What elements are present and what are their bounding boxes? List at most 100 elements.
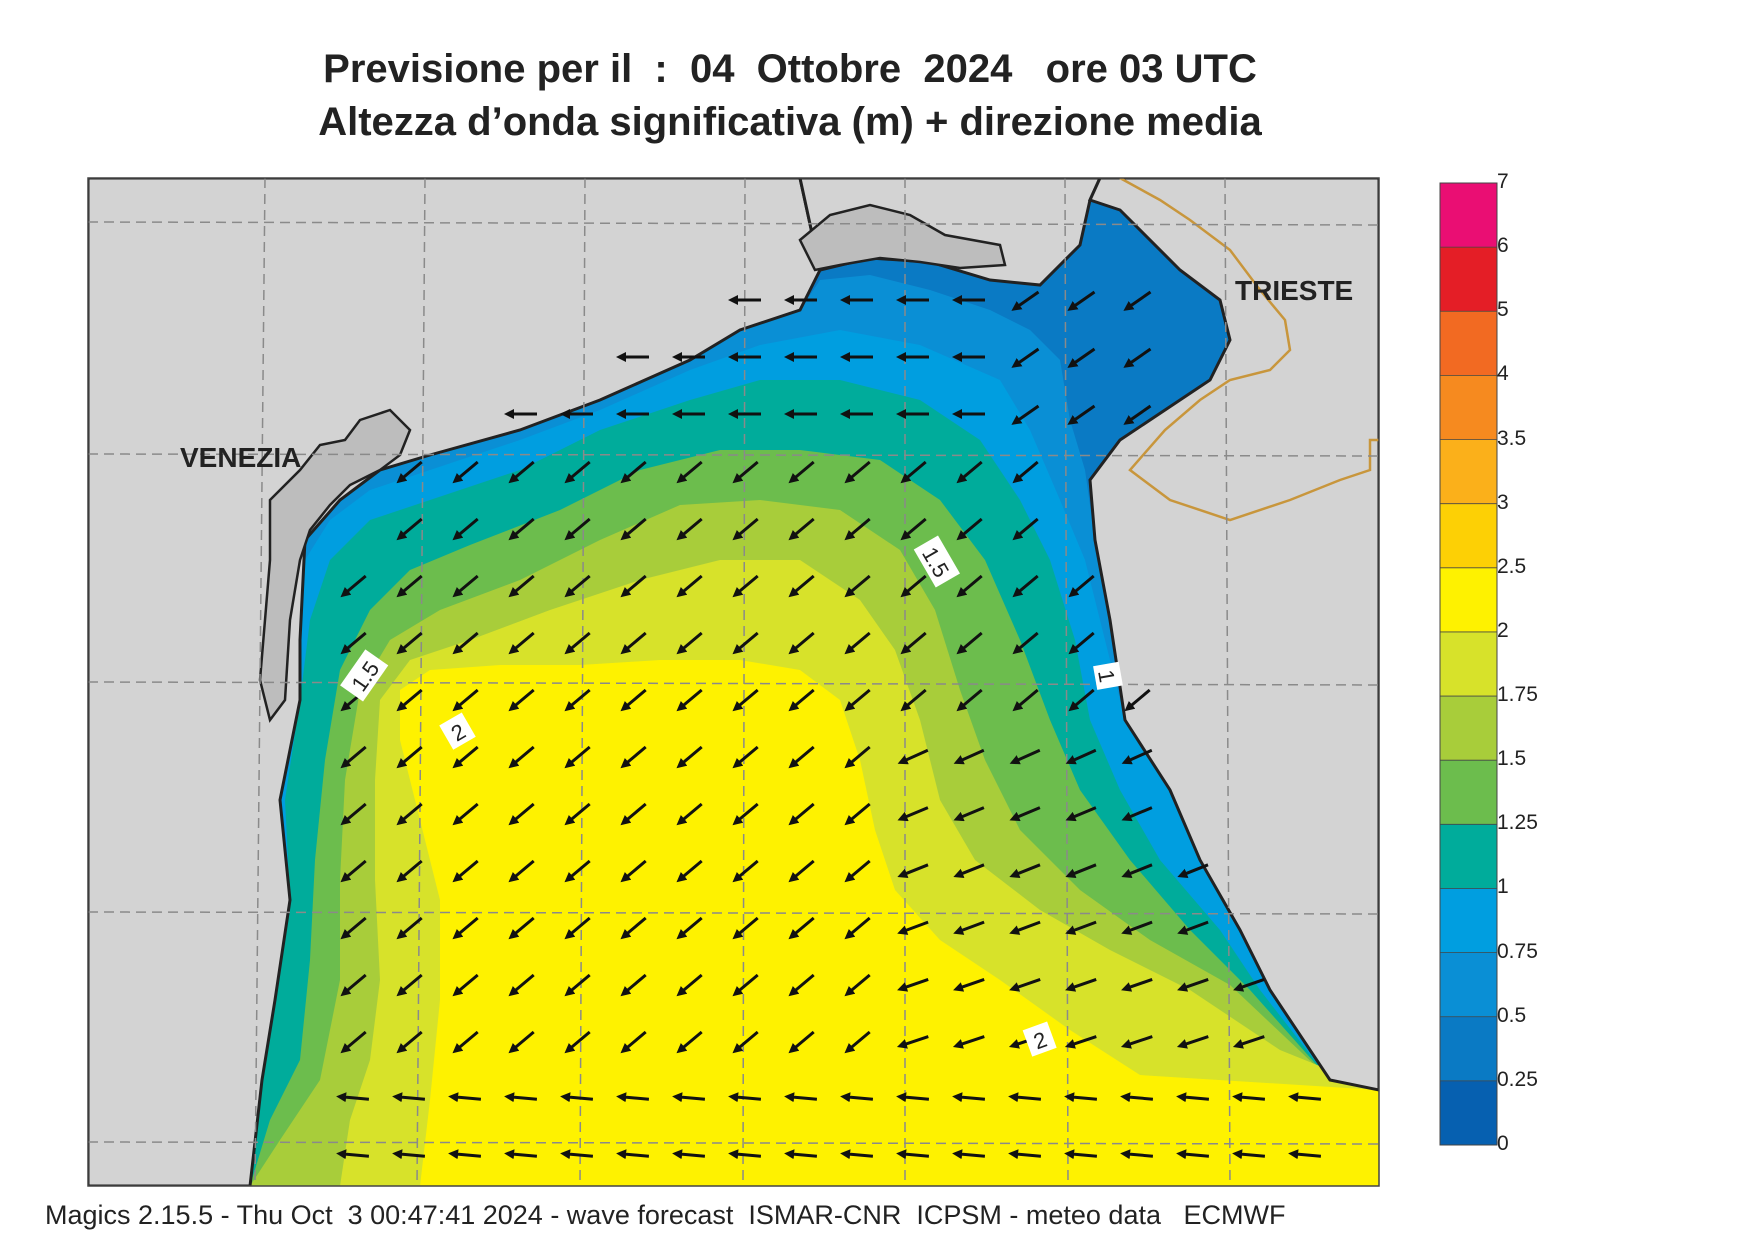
wave-arrow (956, 460, 983, 484)
colorbar-label: 7 (1497, 170, 1509, 193)
wave-arrow (1011, 347, 1040, 368)
wave-arrow (784, 1092, 818, 1103)
wave-arrow (896, 1149, 930, 1160)
wave-arrow (396, 460, 423, 484)
wave-arrow (676, 574, 703, 598)
wave-arrow (1068, 688, 1095, 712)
land-istria (1087, 178, 1379, 1092)
wave-arrow (732, 574, 759, 598)
wave-arrow (1232, 1149, 1266, 1160)
lagoon-grado (798, 203, 1007, 272)
wave-arrow (564, 973, 591, 997)
wave-arrow (1065, 920, 1097, 935)
colorbar-label: 1.5 (1497, 747, 1527, 771)
wave-arrow (564, 1030, 591, 1054)
wave-arrow (508, 802, 535, 826)
wave-arrow (844, 802, 871, 826)
wave-arrow (732, 688, 759, 712)
wave-arrow (620, 688, 647, 712)
wave-arrow (616, 1149, 650, 1160)
wave-arrow (396, 973, 423, 997)
wave-arrow (788, 1030, 815, 1054)
contour-label-4: 2 (1022, 1021, 1057, 1057)
wave-arrow (620, 745, 647, 769)
wave-arrow (508, 859, 535, 883)
wave-arrow (844, 688, 871, 712)
wave-arrow (900, 574, 927, 598)
wave-arrow (897, 977, 929, 992)
wave-arrow (508, 745, 535, 769)
wave-arrow (844, 745, 871, 769)
wave-arrow (952, 1035, 985, 1049)
wave-arrow (620, 1030, 647, 1054)
colorbar-label: 0.25 (1497, 1067, 1538, 1091)
wave-arrow (396, 517, 423, 541)
wave-arrow (732, 460, 759, 484)
wave-arrow (840, 1092, 874, 1103)
wave-arrow (396, 802, 423, 826)
colorbar-segment (1440, 567, 1497, 633)
wave-arrow (897, 806, 929, 822)
wave-arrow (956, 631, 983, 655)
wave-arrow (1233, 977, 1265, 992)
wave-arrow (1065, 977, 1097, 992)
wave-arrow (620, 859, 647, 883)
colorbar-segment (1440, 696, 1497, 761)
colorbar-frame (1439, 182, 1498, 1146)
wave-arrow (953, 748, 985, 765)
colorbar-label: 0.5 (1497, 1003, 1527, 1027)
wave-arrow (340, 574, 367, 598)
wave-arrow (900, 688, 927, 712)
wave-arrow (1176, 1092, 1210, 1103)
colorbar-segment (1440, 952, 1497, 1018)
wave-arrow (396, 745, 423, 769)
wave-arrow (952, 1149, 986, 1160)
wave-arrow (452, 745, 479, 769)
wave-arrow (844, 973, 871, 997)
contour-label-2: 1.5 (913, 535, 960, 588)
wave-arrow (620, 802, 647, 826)
wave-arrow (896, 1035, 929, 1049)
wave-arrow (1120, 1149, 1154, 1160)
state-border (1119, 178, 1379, 522)
wave-arrow (732, 859, 759, 883)
contour-label-5: 1 (1093, 661, 1123, 690)
wave-arrow (396, 1030, 423, 1054)
wave-arrow (896, 1092, 930, 1103)
colorbar (1440, 182, 1497, 1146)
wave-arrow (340, 859, 367, 883)
wave-arrow (504, 1149, 538, 1160)
wave-arrow (788, 916, 815, 940)
wave-arrow (1177, 863, 1209, 878)
wave-arrow (564, 688, 591, 712)
wave-arrow (897, 863, 929, 878)
wave-arrow (1067, 404, 1096, 425)
wave-arrow (620, 517, 647, 541)
wave-direction-arrows (336, 290, 1322, 1160)
title-line-1: Previsione per il : 04 Ottobre 2024 ore … (323, 47, 1257, 91)
wave-arrow (844, 631, 871, 655)
wave-band-2 (400, 660, 1379, 1186)
colorbar-segment (1440, 631, 1497, 697)
wave-arrow (672, 1092, 706, 1103)
wave-arrow (788, 688, 815, 712)
wave-arrow (452, 1030, 479, 1054)
wave-arrow (508, 631, 535, 655)
wave-arrow (784, 1149, 818, 1160)
colorbar-segment (1440, 760, 1497, 825)
wave-arrow (1064, 1092, 1098, 1103)
colorbar-segment (1440, 503, 1497, 569)
wave-arrow (732, 973, 759, 997)
wave-arrow (452, 916, 479, 940)
wave-arrow (336, 1092, 370, 1103)
wave-arrow (897, 748, 929, 765)
wave-arrow (1121, 863, 1153, 878)
wave-arrow (452, 517, 479, 541)
wave-arrow (956, 688, 983, 712)
colorbar-label: 1 (1497, 875, 1509, 899)
colorbar-label: 3.5 (1497, 426, 1527, 450)
svg-text:1: 1 (1093, 668, 1120, 684)
place-label-trieste: TRIESTE (1235, 275, 1353, 306)
place-label-venezia: VENEZIA (180, 442, 301, 473)
wave-arrow (788, 460, 815, 484)
